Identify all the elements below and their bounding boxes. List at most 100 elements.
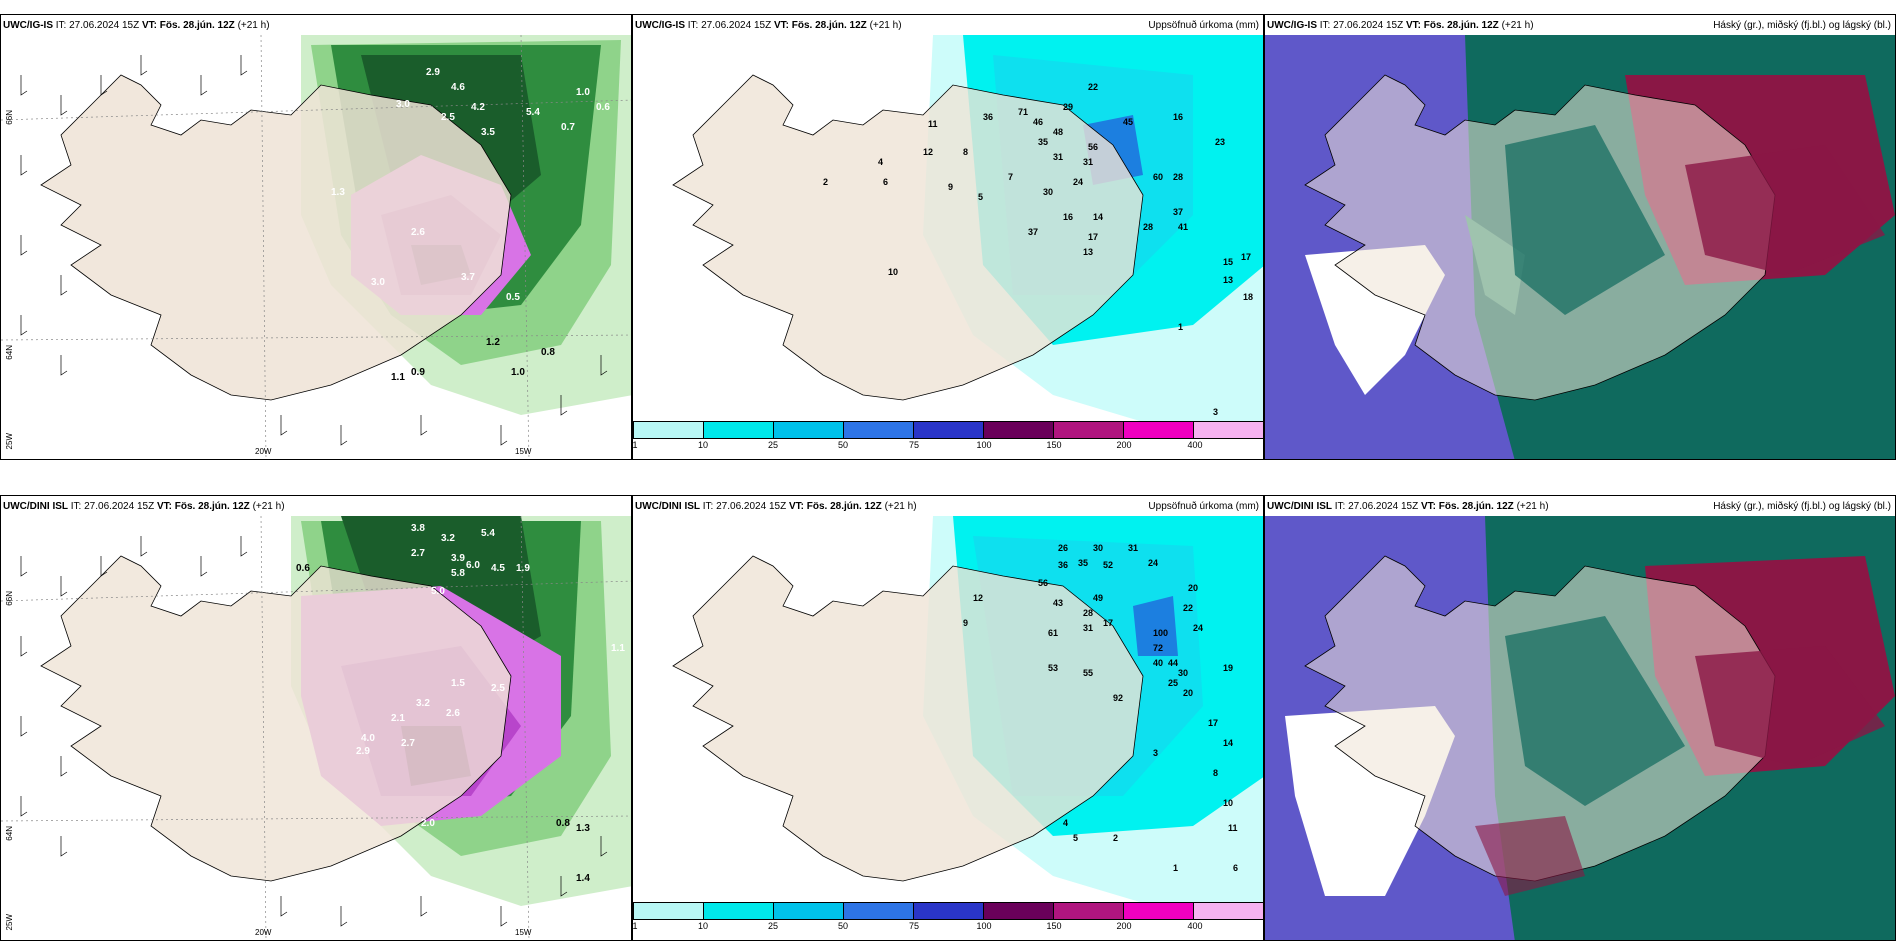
svg-text:56: 56: [1038, 578, 1048, 588]
svg-text:40: 40: [1153, 658, 1163, 668]
colorbar-swatch: [984, 422, 1054, 438]
svg-text:60: 60: [1153, 172, 1163, 182]
colorbar: 1 10 25 50 75 100 150 200 400: [632, 902, 1263, 938]
svg-text:35: 35: [1078, 558, 1088, 568]
svg-text:0.8: 0.8: [556, 818, 570, 829]
svg-text:28: 28: [1083, 608, 1093, 618]
svg-text:0.6: 0.6: [296, 563, 310, 574]
colorbar-swatch: [844, 903, 914, 919]
svg-text:26: 26: [1058, 543, 1068, 553]
svg-text:19: 19: [1223, 663, 1233, 673]
svg-text:5.8: 5.8: [451, 568, 465, 579]
colorbar-ticks: 1 10 25 50 75 100 150 200 400: [632, 921, 1203, 931]
svg-text:36: 36: [1058, 560, 1068, 570]
svg-text:2.5: 2.5: [491, 683, 505, 694]
svg-text:4: 4: [878, 157, 883, 167]
colorbar-swatch: [844, 422, 914, 438]
svg-text:12: 12: [923, 147, 933, 157]
lon-label: 25W: [5, 433, 14, 450]
svg-text:35: 35: [1038, 137, 1048, 147]
svg-text:31: 31: [1128, 543, 1138, 553]
svg-text:24: 24: [1193, 623, 1203, 633]
svg-text:5.0: 5.0: [431, 586, 445, 597]
svg-text:11: 11: [928, 119, 938, 129]
panel-header: UWC/DINI ISL IT: 27.06.2024 15Z VT: Fös.…: [635, 501, 917, 512]
lat-label: 64N: [5, 345, 14, 360]
panel-header: UWC/IG-IS IT: 27.06.2024 15Z VT: Fös. 28…: [635, 20, 902, 31]
svg-text:49: 49: [1093, 593, 1103, 603]
svg-text:3.9: 3.9: [451, 553, 465, 564]
svg-text:3.2: 3.2: [441, 533, 455, 544]
colorbar-swatch: [634, 422, 704, 438]
svg-text:2: 2: [1113, 833, 1118, 843]
colorbar: 1 10 25 50 75 100 150 200 400: [633, 421, 1263, 457]
panel-precip-dini: UWC/DINI ISL IT: 27.06.2024 15Z VT: Fös.…: [632, 495, 1264, 941]
svg-text:1.3: 1.3: [576, 823, 590, 834]
svg-text:1.3: 1.3: [331, 187, 345, 198]
svg-text:22: 22: [1183, 603, 1193, 613]
svg-text:5.4: 5.4: [526, 107, 540, 118]
panel-header: UWC/DINI ISL IT: 27.06.2024 15Z VT: Fös.…: [3, 501, 285, 512]
svg-text:53: 53: [1048, 663, 1058, 673]
colorbar-swatch: [1194, 422, 1263, 438]
svg-text:5: 5: [978, 192, 983, 202]
svg-text:16: 16: [1063, 212, 1073, 222]
svg-text:20: 20: [1188, 583, 1198, 593]
svg-text:2: 2: [823, 177, 828, 187]
svg-text:48: 48: [1053, 127, 1063, 137]
svg-text:9: 9: [948, 182, 953, 192]
colorbar-swatch: [914, 903, 984, 919]
svg-text:25: 25: [1168, 678, 1178, 688]
lon-label: 15W: [515, 447, 532, 456]
svg-text:9: 9: [963, 618, 968, 628]
svg-text:28: 28: [1143, 222, 1153, 232]
svg-text:12: 12: [973, 593, 983, 603]
wind-map: 3.8 5.4 3.2 2.7 3.9 5.8 6.0 4.5 1.9 5.0 …: [1, 496, 631, 940]
cloud-map: [1265, 35, 1895, 459]
colorbar-swatch: [1054, 903, 1124, 919]
svg-text:3.2: 3.2: [416, 698, 430, 709]
cloud-map: [1265, 516, 1895, 940]
svg-text:31: 31: [1083, 157, 1093, 167]
svg-text:28: 28: [1173, 172, 1183, 182]
svg-text:14: 14: [1093, 212, 1103, 222]
svg-text:1.5: 1.5: [451, 678, 465, 689]
panel-header: UWC/DINI ISL IT: 27.06.2024 15Z VT: Fös.…: [1267, 501, 1549, 512]
svg-text:1.1: 1.1: [391, 372, 405, 383]
svg-text:31: 31: [1083, 623, 1093, 633]
svg-text:100: 100: [1153, 628, 1168, 638]
panel-header: UWC/IG-IS IT: 27.06.2024 15Z VT: Fös. 28…: [1267, 20, 1534, 31]
svg-text:2.0: 2.0: [421, 818, 435, 829]
svg-text:0.5: 0.5: [506, 292, 520, 303]
svg-text:17: 17: [1208, 718, 1218, 728]
svg-text:6.0: 6.0: [466, 560, 480, 571]
svg-text:3.7: 3.7: [461, 272, 475, 283]
svg-text:43: 43: [1053, 598, 1063, 608]
svg-text:2.9: 2.9: [426, 67, 440, 78]
svg-text:1.0: 1.0: [511, 367, 525, 378]
svg-text:2.1: 2.1: [391, 713, 405, 724]
colorbar-swatch: [1054, 422, 1124, 438]
svg-text:4.6: 4.6: [451, 82, 465, 93]
svg-text:56: 56: [1088, 142, 1098, 152]
svg-text:1.9: 1.9: [516, 563, 530, 574]
svg-text:29: 29: [1063, 102, 1073, 112]
svg-text:52: 52: [1103, 560, 1113, 570]
svg-text:8: 8: [1213, 768, 1218, 778]
svg-text:2.5: 2.5: [441, 112, 455, 123]
lon-label: 20W: [255, 447, 272, 456]
svg-text:30: 30: [1043, 187, 1053, 197]
svg-text:1.1: 1.1: [611, 643, 625, 654]
panel-title: Uppsöfnuð úrkoma (mm): [1148, 20, 1259, 31]
colorbar-swatch: [774, 903, 844, 919]
svg-text:8: 8: [963, 147, 968, 157]
svg-text:20: 20: [1183, 688, 1193, 698]
svg-text:1.0: 1.0: [576, 87, 590, 98]
svg-text:4.2: 4.2: [471, 102, 485, 113]
svg-text:3: 3: [1213, 407, 1218, 417]
svg-text:72: 72: [1153, 643, 1163, 653]
lon-label: 15W: [515, 928, 532, 937]
svg-text:0.6: 0.6: [596, 102, 610, 113]
colorbar-swatch: [914, 422, 984, 438]
panel-clouds-ig: UWC/IG-IS IT: 27.06.2024 15Z VT: Fös. 28…: [1264, 14, 1896, 460]
